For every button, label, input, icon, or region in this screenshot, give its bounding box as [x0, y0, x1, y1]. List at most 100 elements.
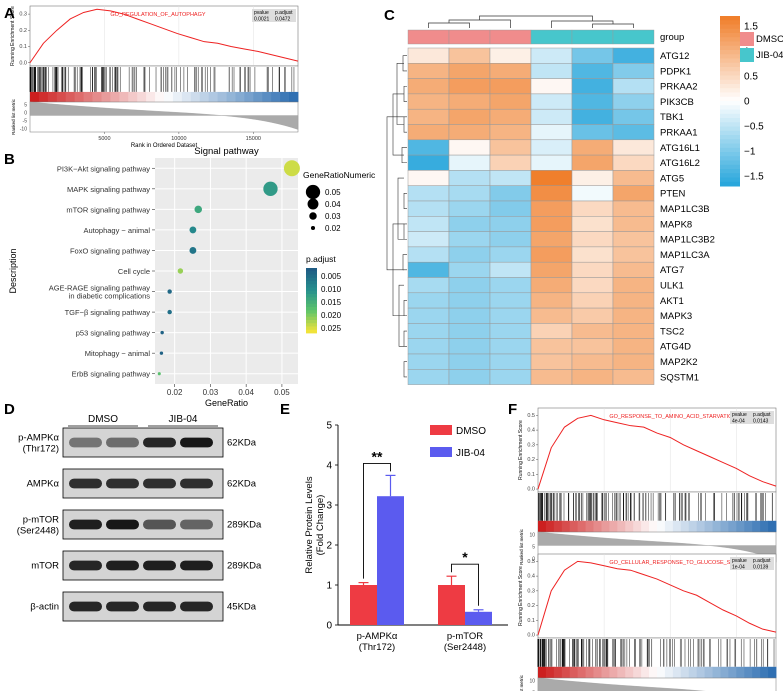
gsea-color-segment	[585, 520, 594, 532]
gsea-stats-value: 1e-04	[732, 565, 745, 571]
heatmap-group-label: group	[660, 32, 684, 43]
heatmap-cell	[407, 154, 450, 171]
gsea-color-segment	[664, 666, 674, 678]
panel-d-western-blot: DMSO JIB-04 p-AMPKα(Thr172) 62KDa AMPKα 62KDa…	[17, 414, 262, 622]
gsea-ytick-label: 0.3	[19, 12, 27, 18]
heatmap-cell	[571, 277, 614, 294]
heatmap-cell	[571, 292, 614, 309]
gsea-color-segment	[617, 520, 626, 532]
wb-band	[180, 560, 213, 571]
gsea-ylabel2: Ranked list metric	[519, 674, 524, 691]
panel-label-c: C	[384, 7, 395, 24]
gsea-color-segment	[577, 520, 586, 532]
heatmap-row-label: MAP1LC3B2	[660, 235, 715, 246]
gsea-stats-header: p.adjust	[275, 10, 293, 16]
heatmap-cell	[530, 170, 573, 186]
gsea-metric-tick: 10	[529, 679, 535, 685]
gsea-color-segment	[649, 666, 658, 678]
heatmap-cell	[612, 154, 655, 171]
heatmap-cell	[571, 124, 614, 141]
heatmap-cell	[407, 78, 450, 95]
dotplot-title: Signal pathway	[194, 146, 259, 157]
gsea-color-segment	[164, 91, 174, 102]
gsea-color-segment	[649, 520, 658, 532]
heatmap-cell	[612, 216, 655, 232]
heatmap-cell	[407, 63, 450, 79]
gsea-color-segment	[593, 520, 602, 532]
heatmap-cell	[530, 338, 573, 355]
size-legend-dot	[305, 184, 321, 200]
gsea-color-segment	[601, 520, 610, 532]
heatmap-row-label: MAP1LC3A	[660, 250, 710, 261]
heatmap-cell	[448, 338, 491, 355]
gsea-color-segment	[617, 666, 626, 678]
heatmap-cell	[571, 47, 614, 64]
gsea-stats-value: 0.0139	[753, 565, 769, 571]
dotplot-category-label: TGF−β signaling pathway	[65, 308, 151, 317]
gsea-color-segment	[593, 666, 602, 678]
dotplot-category-label: Cell cycle	[118, 267, 150, 276]
row-dendro-branch	[403, 193, 407, 209]
heatmap-cell	[448, 170, 491, 186]
heatmap-cell	[448, 216, 491, 232]
gsea-color-segment	[601, 666, 610, 678]
heatmap-cell	[448, 200, 491, 217]
col-dendro-branch	[428, 22, 470, 28]
gsea-stats-value: 4e-04	[732, 419, 745, 425]
dotplot-category-label: Autophagy − animal	[83, 226, 150, 235]
size-legend-label: 0.04	[325, 200, 341, 209]
group-legend-swatch	[740, 48, 754, 62]
panel-b-dotplot: 0.02 0.03 0.04 0.05 PI3K−Akt signaling pathw…	[8, 146, 376, 408]
wb-band	[106, 437, 139, 448]
heatmap-legend-segment	[720, 130, 740, 136]
bar-legend-swatch	[430, 447, 452, 457]
heatmap-legend-segment	[720, 181, 740, 187]
heatmap-cell	[407, 261, 450, 278]
col-dendro-branch	[479, 15, 593, 21]
heatmap-cell	[448, 93, 491, 110]
heatmap-legend-segment	[720, 67, 740, 72]
gsea-ytick-label: 0.0	[527, 633, 535, 639]
gsea-ytick-label: 0.4	[527, 574, 535, 580]
heatmap-cell	[612, 246, 655, 263]
heatmap-cell	[612, 124, 655, 141]
heatmap-cell	[571, 200, 614, 217]
heatmap-legend-segment	[720, 20, 740, 25]
heatmap-row-label: MAP2K2	[660, 357, 698, 368]
wb-band	[69, 478, 102, 489]
heatmap-cell	[407, 93, 450, 110]
gsea-stats-value: 0.0472	[275, 17, 291, 23]
heatmap-cell	[530, 277, 573, 294]
gsea-ytick-label: 0.1	[527, 618, 535, 624]
wb-band	[106, 601, 139, 612]
gsea-color-segment	[688, 666, 698, 678]
heatmap-legend-segment	[720, 156, 740, 161]
heatmap-cell	[407, 246, 450, 263]
heatmap-cell	[407, 47, 450, 64]
heatmap-cell	[530, 93, 573, 110]
heatmap-cell	[571, 307, 614, 324]
heatmap-legend-segment	[720, 143, 740, 149]
heatmap-cell	[612, 261, 655, 278]
heatmap-cell	[407, 124, 450, 141]
heatmap-cell	[571, 369, 614, 385]
heatmap-legend-segment	[720, 122, 740, 127]
heatmap-cell	[407, 200, 450, 217]
gsea-color-segment	[146, 91, 156, 102]
heatmap-cell	[612, 139, 655, 156]
color-legend-segment	[306, 284, 317, 288]
gsea-stats-header: p.adjust	[753, 558, 771, 564]
wb-kda-label: 289KDa	[227, 520, 262, 531]
heatmap-row-label: ULK1	[660, 281, 684, 292]
heatmap-cell	[448, 78, 491, 95]
gsea-xtick-label: 5000	[98, 136, 110, 142]
dotplot-xtick-label: 0.02	[167, 388, 183, 397]
heatmap-legend-segment	[720, 88, 740, 93]
heatmap-legend-segment	[720, 33, 740, 38]
heatmap-cell	[489, 261, 532, 278]
gsea-color-segment	[768, 520, 777, 532]
gsea-color-segment	[244, 91, 254, 102]
heatmap-cell	[448, 124, 491, 141]
significance-bracket	[363, 462, 391, 579]
color-legend-label: 0.025	[321, 324, 342, 333]
